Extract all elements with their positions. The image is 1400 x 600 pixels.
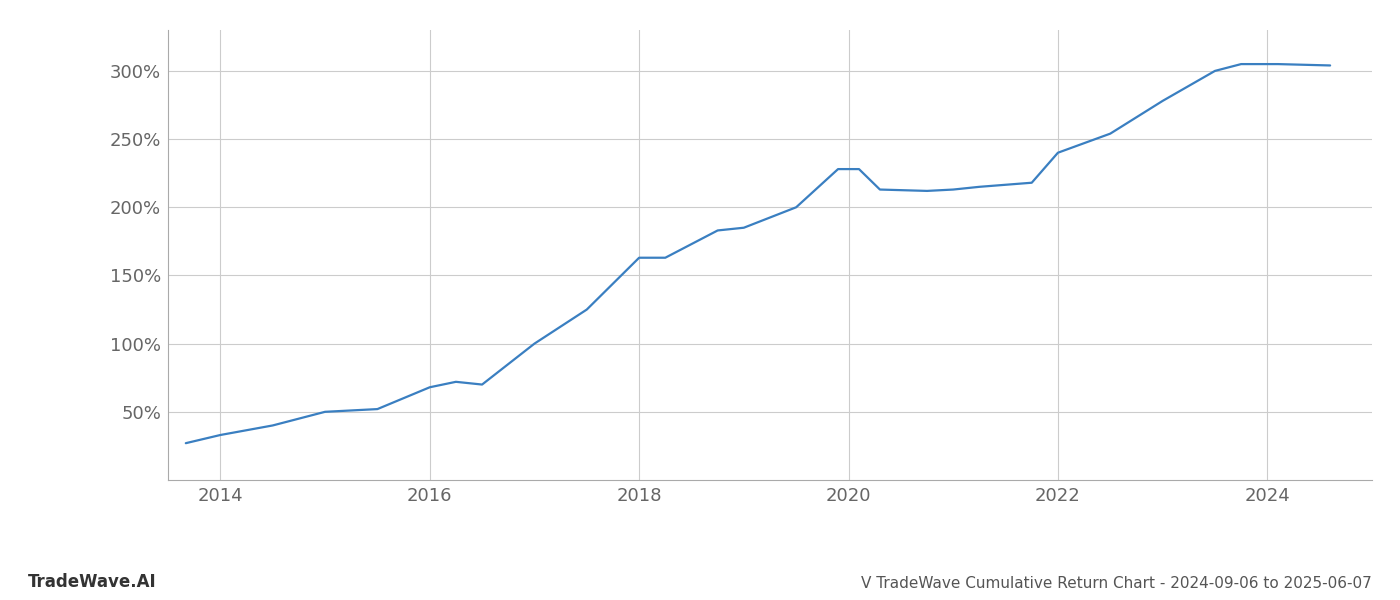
Text: TradeWave.AI: TradeWave.AI: [28, 573, 157, 591]
Text: V TradeWave Cumulative Return Chart - 2024-09-06 to 2025-06-07: V TradeWave Cumulative Return Chart - 20…: [861, 576, 1372, 591]
